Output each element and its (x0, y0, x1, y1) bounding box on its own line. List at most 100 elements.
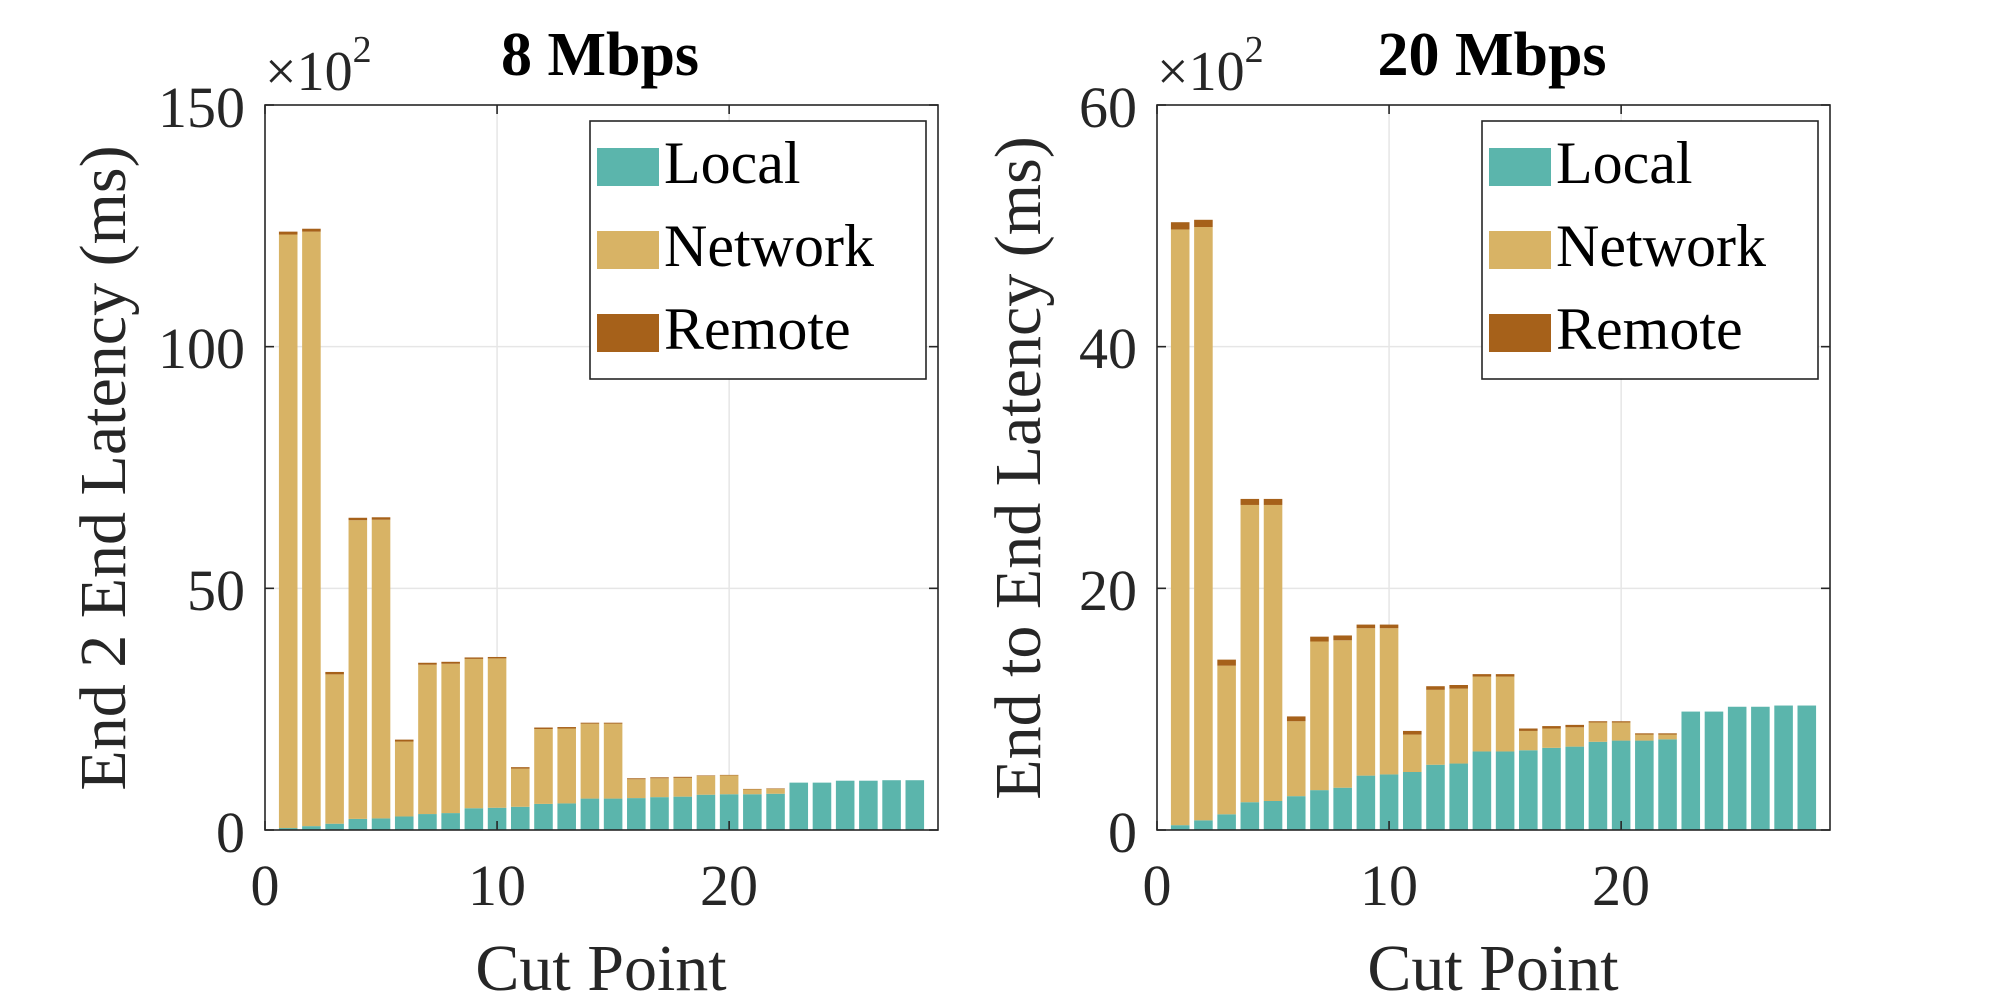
bar-remote-cut-12 (1426, 686, 1445, 690)
bar-local-cut-14 (580, 798, 600, 830)
bar-local-cut-21 (743, 794, 762, 830)
bar-remote-cut-5 (371, 517, 391, 520)
bar-remote-cut-20 (719, 774, 739, 776)
bar-local-cut-17 (650, 797, 669, 830)
bar-local-cut-4 (1240, 802, 1260, 830)
bar-network-cut-20 (719, 775, 739, 795)
bar-network-cut-11 (510, 768, 530, 807)
bar-network-cut-3 (1217, 665, 1236, 815)
bar-network-cut-13 (557, 728, 576, 804)
bar-local-cut-17 (1542, 747, 1561, 830)
bar-local-cut-4 (348, 818, 368, 830)
bar-remote-cut-1 (278, 231, 298, 235)
legend-label-remote: Remote (664, 296, 851, 362)
panel-8mbps: 0 50 100 150 0 10 20 Cut Point End 2 End… (67, 21, 939, 1000)
bar-remote-cut-13 (557, 727, 576, 729)
bar-local-cut-1 (278, 828, 298, 830)
legend-label-network: Network (1556, 213, 1766, 279)
bar-remote-cut-2 (1194, 219, 1213, 228)
chart-title: 20 Mbps (1377, 21, 1606, 89)
y-axis-label: End to End Latency (ms) (982, 136, 1055, 799)
bar-network-cut-3 (325, 674, 344, 824)
bar-remote-cut-15 (603, 722, 623, 724)
bar-local-cut-3 (1217, 814, 1236, 830)
panel-8mbps-ticks (264, 104, 938, 831)
bar-remote-cut-9 (464, 657, 484, 659)
legend-label-remote: Remote (1556, 296, 1743, 362)
bar-network-cut-4 (348, 520, 368, 819)
bar-local-cut-13 (557, 803, 576, 830)
panel-8mbps-axes-box (264, 104, 939, 831)
bar-local-cut-13 (1449, 763, 1468, 830)
bar-network-cut-6 (1286, 721, 1306, 797)
bar-local-cut-18 (1565, 746, 1585, 830)
bar-local-cut-18 (673, 796, 693, 830)
bar-remote-cut-19 (1588, 721, 1608, 723)
x-tick-label: 10 (1360, 853, 1418, 918)
bar-remote-cut-4 (348, 517, 368, 521)
bar-network-cut-9 (464, 658, 484, 809)
bar-network-cut-17 (650, 778, 669, 798)
legend-swatch-remote (1489, 314, 1551, 352)
bar-local-cut-27 (882, 780, 901, 830)
bar-network-cut-22 (766, 788, 785, 794)
bar-remote-cut-16 (627, 778, 646, 780)
bar-remote-cut-13 (1449, 685, 1468, 689)
bar-local-cut-6 (1286, 796, 1306, 830)
bar-network-cut-19 (1588, 722, 1608, 742)
x-axis-label: Cut Point (475, 932, 726, 1000)
bar-remote-cut-5 (1263, 498, 1283, 505)
bar-network-cut-12 (534, 728, 553, 804)
bar-network-cut-22 (1658, 734, 1677, 740)
bar-remote-cut-4 (1240, 498, 1260, 505)
bar-network-cut-18 (673, 777, 693, 797)
bar-local-cut-21 (1635, 740, 1654, 830)
legend-label-local: Local (664, 130, 801, 196)
bar-local-cut-7 (1310, 790, 1329, 830)
bar-remote-cut-10 (487, 656, 507, 659)
bar-local-cut-24 (1704, 711, 1724, 830)
bar-remote-cut-16 (1519, 728, 1538, 731)
bar-network-cut-14 (580, 723, 600, 799)
bar-local-cut-19 (696, 794, 716, 830)
bar-local-cut-10 (1379, 774, 1399, 830)
bar-remote-cut-17 (1542, 726, 1561, 729)
bar-network-cut-15 (603, 723, 623, 799)
bar-remote-cut-11 (510, 767, 530, 769)
bar-remote-cut-20 (1611, 721, 1631, 723)
bar-local-cut-11 (510, 806, 530, 830)
bar-remote-cut-8 (441, 661, 460, 664)
bar-remote-cut-12 (534, 727, 553, 729)
bar-remote-cut-22 (766, 788, 785, 789)
bar-local-cut-23 (789, 782, 809, 830)
legend-swatch-network (1489, 231, 1551, 269)
x-tick-label: 0 (1143, 853, 1172, 918)
bar-remote-cut-15 (1495, 674, 1515, 677)
bar-local-cut-20 (1611, 740, 1631, 830)
y-tick-label: 150 (158, 75, 245, 140)
bar-remote-cut-14 (1472, 674, 1492, 677)
bar-network-cut-4 (1240, 504, 1260, 803)
y-axis-label: End 2 End Latency (ms) (67, 145, 140, 790)
bar-local-cut-8 (441, 813, 460, 830)
bar-local-cut-6 (394, 816, 414, 830)
bar-local-cut-26 (859, 780, 878, 830)
y-tick-label: 60 (1079, 75, 1137, 140)
y-tick-label: 50 (187, 558, 245, 623)
bar-local-cut-16 (1519, 750, 1538, 830)
bar-remote-cut-14 (580, 722, 600, 724)
bar-network-cut-17 (1542, 728, 1561, 748)
bar-network-cut-10 (487, 658, 507, 808)
legend-swatch-local (597, 148, 659, 186)
bar-remote-cut-21 (743, 788, 762, 790)
y-tick-label: 40 (1079, 316, 1137, 381)
y-tick-label: 100 (158, 316, 245, 381)
x-tick-label: 20 (700, 853, 758, 918)
legend-swatch-remote (597, 314, 659, 352)
bar-remote-cut-18 (1565, 724, 1585, 728)
bar-local-cut-15 (603, 798, 623, 830)
panel-20mbps-ticks (1156, 104, 1830, 831)
legend-swatch-local (1489, 148, 1551, 186)
legend: Local Network Remote (589, 120, 927, 380)
bar-network-cut-8 (1333, 640, 1352, 788)
